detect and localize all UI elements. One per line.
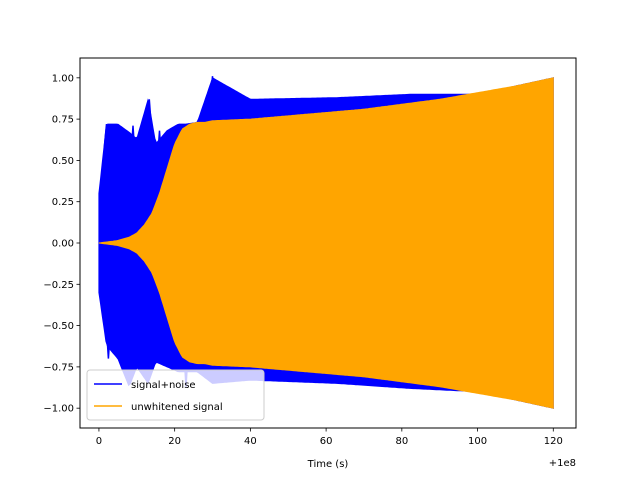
- y-tick-label: −0.25: [43, 280, 74, 291]
- x-tick-label: 60: [320, 436, 333, 447]
- legend-label-signal-noise: signal+noise: [131, 380, 196, 391]
- x-axis-offset-label: +1e8: [549, 458, 576, 469]
- series-signal-noise-spike: [126, 338, 133, 362]
- series-signal-noise-spike: [141, 352, 148, 363]
- y-tick-label: 0.00: [52, 239, 74, 250]
- series-signal-noise-spike: [129, 125, 137, 161]
- series-unwhitened-signal-band: [98, 77, 554, 409]
- series-signal-noise-spike: [209, 76, 216, 103]
- series-signal-noise-spike: [118, 342, 125, 347]
- series-signal-noise-spike: [156, 130, 163, 165]
- legend: signal+noise unwhitened signal: [86, 369, 265, 421]
- plot-area: [98, 76, 554, 409]
- x-tick-label: 40: [244, 436, 257, 447]
- series-signal-noise-spike: [103, 124, 110, 149]
- y-tick-label: −0.75: [43, 362, 74, 373]
- series-signal-noise-spike: [139, 141, 146, 145]
- x-tick-label: 80: [395, 436, 408, 447]
- x-tick-label: 0: [96, 436, 102, 447]
- y-tick-label: −1.00: [43, 404, 74, 415]
- series-signal-noise-spike: [105, 322, 112, 359]
- x-axis-label: Time (s): [307, 459, 349, 470]
- y-tick-label: 0.25: [52, 197, 74, 208]
- y-tick-label: 0.50: [52, 156, 74, 167]
- legend-box: [86, 369, 265, 421]
- y-axis: 1.00 0.75 0.50 0.25 0.00 −0.25 −0.50 −0.75 −1.00: [43, 73, 80, 415]
- x-axis: 0 20 40 60 80 100 120: [96, 428, 563, 447]
- series-signal-noise-spike: [146, 99, 153, 131]
- series-signal-noise-spike: [149, 347, 155, 354]
- series-signal-noise-spike: [114, 132, 121, 149]
- x-tick-label: 120: [544, 436, 563, 447]
- legend-label-unwhitened-signal: unwhitened signal: [131, 402, 223, 413]
- x-tick-label: 100: [468, 436, 487, 447]
- y-tick-label: 0.75: [52, 115, 74, 126]
- y-tick-label: 1.00: [52, 73, 74, 84]
- x-tick-label: 20: [168, 436, 181, 447]
- y-tick-label: −0.50: [43, 321, 74, 332]
- series-signal-noise-spike: [109, 124, 116, 149]
- series-signal-noise-spike: [122, 138, 129, 155]
- series-signal-noise-spike: [135, 333, 142, 346]
- series-signal-noise-spike: [232, 99, 239, 116]
